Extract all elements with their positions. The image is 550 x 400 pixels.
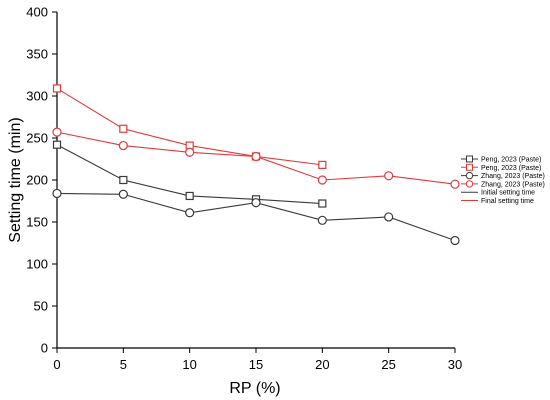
data-point [384, 212, 394, 222]
y-tick-label: 400 [26, 5, 48, 20]
data-point [450, 179, 460, 189]
y-axis-label: Setting time (min) [7, 117, 24, 242]
data-point [52, 140, 62, 149]
data-point [185, 208, 195, 218]
data-point [384, 171, 394, 181]
legend-label: Peng, 2023 (Paste) [481, 157, 541, 164]
series-layer [52, 84, 460, 246]
series-0 [52, 140, 327, 208]
legend-label: Zhang, 2023 (Paste) [481, 173, 545, 180]
data-point [118, 140, 128, 151]
data-point [118, 189, 128, 199]
x-tick-label: 25 [381, 357, 395, 372]
data-point [251, 151, 261, 162]
y-tick-label: 0 [41, 341, 48, 356]
legend-label: Peng, 2023 (Paste) [481, 165, 541, 172]
x-tick-label: 30 [448, 357, 462, 372]
legend-marker [465, 180, 474, 188]
x-tick-label: 5 [120, 357, 127, 372]
legend-label: Final setting time [481, 198, 534, 205]
x-tick-label: 0 [53, 357, 60, 372]
y-tick-label: 350 [26, 47, 48, 62]
data-point [317, 215, 327, 225]
y-tick-label: 300 [26, 89, 48, 104]
data-point [318, 160, 327, 169]
series-3 [52, 127, 460, 189]
data-point [185, 191, 194, 201]
series-2 [52, 188, 460, 246]
x-axis-label: RP (%) [229, 380, 280, 397]
data-point [185, 147, 195, 157]
y-tick-label: 150 [26, 215, 48, 230]
legend-label: Zhang, 2023 (Paste) [481, 181, 545, 188]
y-tick-label: 100 [26, 257, 48, 272]
data-point [317, 175, 327, 185]
x-tick-label: 10 [182, 357, 196, 372]
legend-marker [466, 163, 473, 171]
y-tick-label: 200 [26, 173, 48, 188]
x-tick-label: 15 [249, 357, 263, 372]
x-tick-label: 20 [315, 357, 329, 372]
y-tick-label: 250 [26, 131, 48, 146]
data-point [119, 124, 128, 133]
data-point [450, 235, 460, 246]
data-point [251, 198, 261, 208]
y-tick-label: 50 [34, 299, 48, 314]
data-point [52, 188, 62, 199]
data-point [318, 199, 327, 208]
legend: Peng, 2023 (Paste)Peng, 2023 (Paste)Zhan… [461, 155, 545, 205]
legend-marker [466, 155, 473, 163]
data-point [52, 84, 62, 93]
legend-label: Initial setting time [481, 190, 535, 197]
data-point [52, 127, 62, 137]
legend-marker [465, 171, 474, 180]
data-point [119, 175, 128, 185]
